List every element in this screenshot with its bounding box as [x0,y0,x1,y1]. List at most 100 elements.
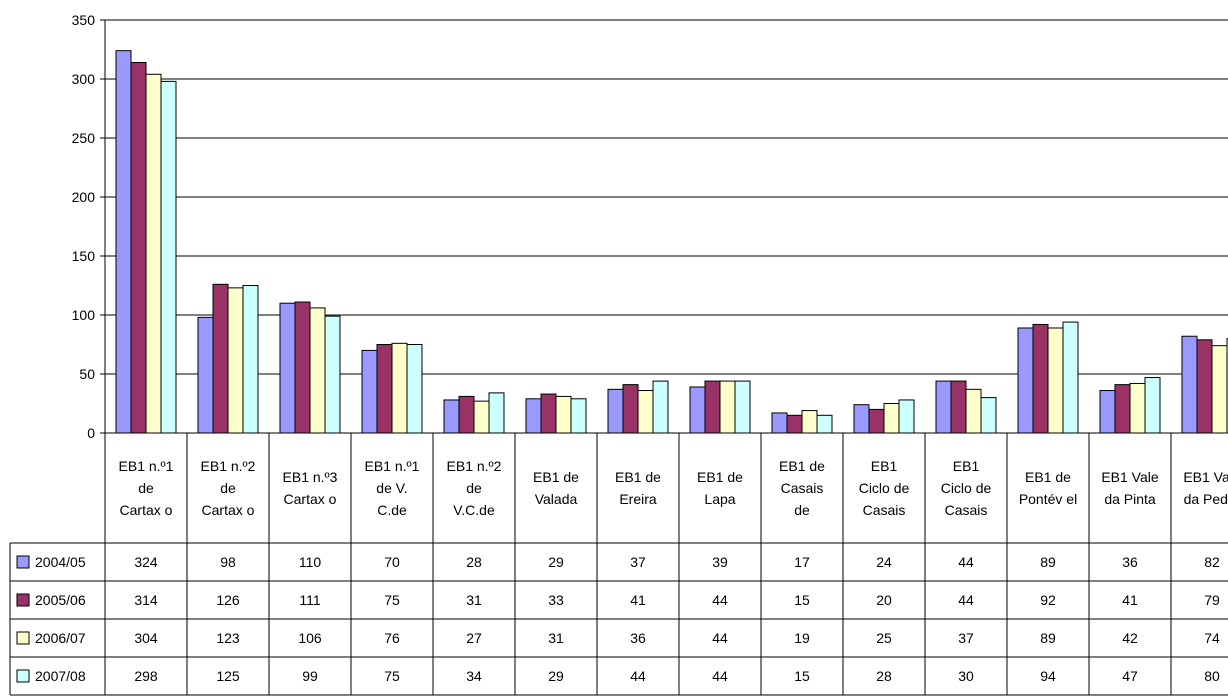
table-cell-value: 44 [712,668,728,684]
category-label: EB1 de [615,469,661,485]
bar-2006/07 [555,395,572,434]
table-cell-value: 92 [1040,592,1056,608]
y-tick-label: 50 [79,366,95,382]
y-tick-label: 350 [72,12,96,28]
table-cell-value: 99 [302,668,318,684]
category-label: EB1 Vale [1183,469,1228,485]
bar-2005/06 [540,393,557,434]
table-cell-value: 27 [466,630,482,646]
category-label: EB1 de [1025,469,1071,485]
table-cell-value: 36 [630,630,646,646]
table-cell-value: 20 [876,592,892,608]
table-cell-value: 19 [794,630,810,646]
table-cell-value: 74 [1204,630,1220,646]
category-label: da Pedra [1184,491,1228,507]
category-label: Cartax o [120,502,173,518]
category-label: EB1 n.º2 [447,458,502,474]
table-cell-value: 304 [134,630,158,646]
bar-2004/05 [525,398,542,434]
table-cell-value: 28 [466,554,482,570]
table-cell-value: 94 [1040,668,1056,684]
bar-2006/07 [801,410,818,434]
table-cell-value: 24 [876,554,892,570]
table-cell-value: 37 [958,630,974,646]
bar-2006/07 [1047,327,1064,434]
bar-2006/07 [965,388,982,434]
legend-label: 2007/08 [35,668,86,684]
table-cell-value: 33 [548,592,564,608]
bar-2004/05 [1099,390,1116,434]
bar-2007/08 [1062,321,1079,434]
bar-2005/06 [130,61,147,434]
category-label: Casais [781,480,824,496]
bar-2005/06 [1196,339,1213,434]
category-label: EB1 [953,458,980,474]
table-cell-value: 44 [630,668,646,684]
category-label: EB1 [871,458,898,474]
bar-2004/05 [115,50,132,434]
bar-2005/06 [950,380,967,434]
y-axis-ticks: 0 50 100 150 200 250 300 350 [72,12,105,441]
bar-2007/08 [160,80,177,434]
category-label: de [138,480,154,496]
category-label: EB1 de [779,458,825,474]
bar-2005/06 [212,283,229,434]
table-cell-value: 15 [794,668,810,684]
legend-label: 2006/07 [35,630,86,646]
bar-2005/06 [786,414,803,434]
table-cell-value: 126 [216,592,240,608]
category-label: da Pinta [1104,491,1156,507]
y-tick-label: 0 [87,425,95,441]
table-cell-value: 80 [1204,668,1220,684]
y-tick-label: 250 [72,130,96,146]
category-label: C.de [377,502,407,518]
bar-2006/07 [227,287,244,434]
table-cell-value: 111 [299,592,320,608]
bar-2004/05 [279,302,296,434]
category-label: Ereira [619,491,657,507]
category-label: Pontév el [1019,491,1077,507]
category-label: de [220,480,236,496]
bars [115,50,1228,434]
table-cell-value: 82 [1204,554,1220,570]
table-cell-value: 76 [384,630,400,646]
category-label: EB1 de [533,469,579,485]
category-label: Ciclo de [941,480,992,496]
category-label: de [794,502,810,518]
table-cell-value: 89 [1040,630,1056,646]
category-label: Ciclo de [859,480,910,496]
legend-swatch [16,631,30,645]
table-cell-value: 75 [384,668,400,684]
table-cell-value: 41 [630,592,646,608]
category-label: EB1 n.º1 [365,458,420,474]
table-cell-value: 44 [958,592,974,608]
table-cell-value: 106 [298,630,322,646]
bar-2006/07 [391,342,408,434]
y-tick-label: 300 [72,71,96,87]
table-cell-value: 37 [630,554,646,570]
table-cell-value: 25 [876,630,892,646]
legend-label: 2004/05 [35,554,86,570]
bar-2007/08 [570,398,587,434]
table-cell-value: 39 [712,554,728,570]
bar-2007/08 [898,399,915,434]
table-cell-value: 44 [958,554,974,570]
bar-2004/05 [771,412,788,434]
table-cell-value: 298 [134,668,158,684]
legend-swatch [16,555,30,569]
category-label: Cartax o [284,491,337,507]
bar-2004/05 [689,386,706,434]
table-cell-value: 42 [1122,630,1138,646]
y-tick-label: 100 [72,307,96,323]
bar-2004/05 [935,380,952,434]
category-label: de V. [376,480,407,496]
category-label: de [466,480,482,496]
category-label: EB1 n.º3 [283,469,338,485]
table-cell-value: 29 [548,554,564,570]
table-cell-value: 41 [1122,592,1138,608]
bar-2007/08 [816,414,833,434]
category-label: EB1 de [697,469,743,485]
bar-2007/08 [1144,377,1161,434]
bar-2004/05 [1017,327,1034,434]
table-cell-value: 75 [384,592,400,608]
